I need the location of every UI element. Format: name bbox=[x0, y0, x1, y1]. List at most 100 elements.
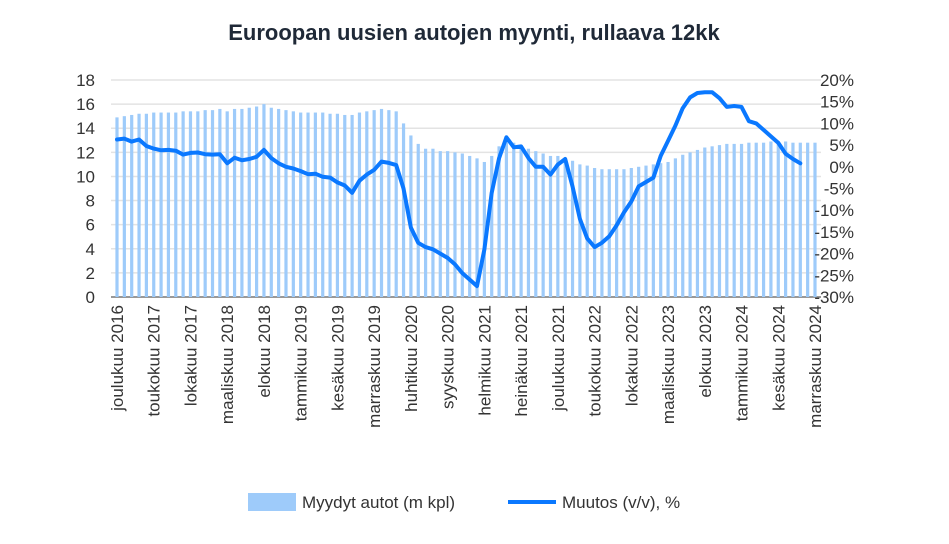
bar bbox=[166, 112, 171, 297]
bar bbox=[431, 148, 435, 297]
x-axis-tick-label: elokuu 2018 bbox=[255, 305, 274, 398]
left-axis-tick-label: 2 bbox=[86, 264, 95, 283]
left-axis-tick-label: 10 bbox=[76, 167, 95, 186]
bar bbox=[453, 152, 457, 297]
bar bbox=[769, 141, 773, 297]
bar bbox=[423, 148, 428, 297]
bar bbox=[159, 112, 163, 297]
bar bbox=[534, 151, 538, 297]
bar bbox=[784, 141, 788, 297]
bar bbox=[791, 142, 795, 297]
x-axis-tick-label: huhtikuu 2020 bbox=[402, 305, 421, 412]
bar bbox=[446, 151, 450, 297]
x-axis-tick-label: kesäkuu 2024 bbox=[769, 305, 788, 411]
left-axis-tick-label: 14 bbox=[76, 119, 95, 138]
bar bbox=[468, 155, 472, 297]
x-axis-tick-label: lokakuu 2017 bbox=[181, 305, 200, 406]
bar bbox=[644, 165, 648, 297]
bar bbox=[504, 140, 509, 297]
bar bbox=[600, 169, 604, 297]
bar bbox=[659, 163, 663, 297]
right-axis-tick-label: 0% bbox=[829, 158, 854, 177]
left-axis-tick-label: 18 bbox=[76, 71, 95, 90]
bar bbox=[460, 153, 464, 297]
bar bbox=[115, 117, 119, 297]
right-axis-tick-label: -10% bbox=[814, 201, 854, 220]
bar bbox=[174, 112, 178, 297]
right-axis-tick-label: 10% bbox=[820, 114, 854, 133]
bar bbox=[409, 135, 413, 297]
bar bbox=[335, 113, 340, 297]
bar bbox=[299, 112, 303, 297]
left-axis-tick-label: 16 bbox=[76, 95, 95, 114]
left-axis-tick-label: 4 bbox=[86, 240, 95, 259]
bar bbox=[710, 146, 714, 297]
x-axis-tick-label: helmikuu 2021 bbox=[475, 305, 494, 416]
bar bbox=[379, 108, 384, 297]
bar bbox=[181, 111, 185, 297]
left-axis-tick-label: 12 bbox=[76, 143, 95, 162]
bar bbox=[225, 111, 229, 297]
bar bbox=[372, 110, 376, 297]
bar bbox=[387, 110, 391, 297]
bar bbox=[247, 107, 251, 297]
bar bbox=[570, 160, 575, 297]
bar bbox=[262, 104, 266, 297]
bar bbox=[284, 110, 288, 297]
bar bbox=[203, 110, 207, 297]
x-axis-tick-label: lokakuu 2022 bbox=[622, 305, 641, 406]
x-axis-tick-label: toukokuu 2017 bbox=[145, 305, 164, 417]
bar bbox=[137, 113, 141, 297]
bar bbox=[798, 142, 802, 297]
bar bbox=[806, 142, 810, 297]
bar bbox=[512, 142, 516, 297]
bar bbox=[695, 149, 700, 297]
bar bbox=[578, 164, 582, 297]
bar bbox=[122, 116, 126, 298]
bar bbox=[739, 143, 744, 297]
bar bbox=[548, 155, 553, 297]
right-axis-tick-label: -30% bbox=[814, 288, 854, 307]
bar bbox=[357, 112, 362, 297]
bar bbox=[688, 152, 692, 297]
bar bbox=[725, 143, 729, 297]
bar bbox=[673, 158, 677, 297]
bar bbox=[651, 164, 655, 297]
right-axis-tick-label: -20% bbox=[814, 245, 854, 264]
bar bbox=[681, 154, 685, 297]
bar bbox=[350, 114, 354, 297]
change-line bbox=[115, 90, 803, 289]
x-axis-tick-label: kesäkuu 2019 bbox=[328, 305, 347, 411]
bar bbox=[255, 106, 259, 298]
right-axis-tick-label: 5% bbox=[829, 136, 854, 155]
legend-label-bars: Myydyt autot (m kpl) bbox=[302, 493, 455, 512]
bar bbox=[218, 108, 222, 297]
bar bbox=[321, 112, 325, 297]
x-axis-tick-label: toukokuu 2022 bbox=[586, 305, 605, 417]
bar bbox=[563, 158, 567, 297]
bar bbox=[196, 111, 200, 297]
bar bbox=[776, 141, 780, 297]
bar bbox=[490, 155, 494, 297]
bar bbox=[438, 151, 442, 297]
x-axis-tick-label: heinäkuu 2021 bbox=[512, 305, 531, 417]
bar bbox=[717, 145, 722, 297]
bar bbox=[629, 168, 633, 297]
bar bbox=[497, 146, 501, 297]
bar bbox=[482, 161, 486, 297]
bar bbox=[703, 147, 707, 297]
bar bbox=[747, 142, 751, 297]
x-axis-tick-label: syyskuu 2020 bbox=[439, 305, 458, 409]
left-axis-tick-label: 6 bbox=[86, 216, 95, 235]
bar bbox=[144, 113, 148, 297]
x-axis-tick-label: elokuu 2023 bbox=[696, 305, 715, 398]
bar bbox=[761, 142, 766, 297]
bar bbox=[232, 108, 237, 297]
bar bbox=[526, 148, 531, 297]
x-axis-tick-label: maaliskuu 2023 bbox=[659, 305, 678, 424]
bar bbox=[277, 108, 281, 297]
right-axis-tick-label: -25% bbox=[814, 266, 854, 285]
bar bbox=[210, 110, 215, 297]
bar bbox=[306, 112, 310, 297]
